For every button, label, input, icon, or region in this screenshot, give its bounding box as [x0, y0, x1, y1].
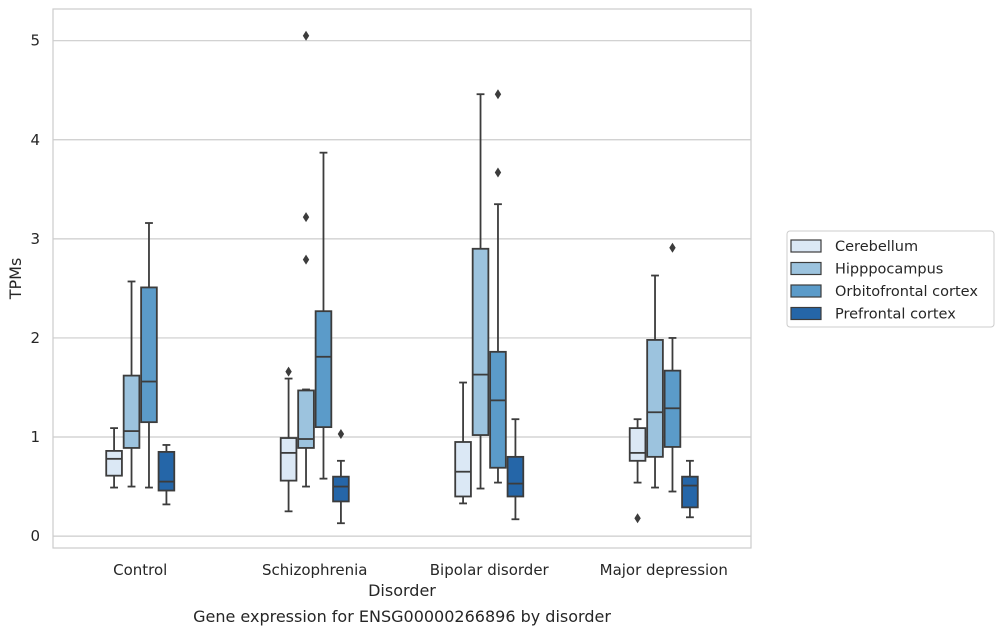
- legend-label: Cerebellum: [835, 239, 918, 255]
- box-3-0: [628, 418, 647, 524]
- box-0-2: [140, 222, 158, 489]
- box-1-0: [279, 366, 298, 513]
- y-axis-ticks: 0 1 2 3 4 5: [30, 32, 40, 545]
- box-iqr: [157, 450, 176, 492]
- outlier-point: [669, 242, 676, 253]
- outlier-point: [302, 212, 310, 223]
- box-iqr: [314, 310, 333, 429]
- box-iqr: [105, 450, 123, 477]
- y-tick-label: 0: [30, 527, 40, 545]
- x-tick-label: Major depression: [600, 561, 728, 579]
- legend-label: Prefrontal cortex: [835, 307, 956, 323]
- x-tick-label: Bipolar disorder: [430, 561, 550, 579]
- outlier-point: [634, 513, 641, 524]
- box-2-2: [489, 89, 507, 484]
- box-2-3: [506, 418, 525, 521]
- box-iqr: [628, 427, 647, 462]
- box-1-2: [314, 151, 333, 480]
- outlier-point: [302, 254, 310, 265]
- legend-label: Hipppocampus: [835, 262, 943, 278]
- legend-item: Orbitofrontal cortex: [790, 284, 978, 300]
- legend-swatch: [790, 239, 822, 253]
- box-iqr: [332, 475, 350, 503]
- boxes-layer: [105, 30, 699, 525]
- box-0-1: [122, 280, 141, 488]
- legend-swatch: [790, 284, 822, 298]
- box-2-1: [471, 93, 490, 490]
- box-iqr: [279, 437, 298, 482]
- y-tick-label: 3: [30, 230, 40, 248]
- box-0-3: [157, 444, 176, 506]
- x-tick-label: Schizophrenia: [262, 561, 367, 579]
- x-axis-ticks: Control Schizophrenia Bipolar disorder Majo…: [113, 561, 728, 579]
- box-iqr: [122, 374, 141, 449]
- box-iqr: [681, 475, 699, 509]
- legend-item: Prefrontal cortex: [790, 306, 956, 323]
- legend-label: Orbitofrontal cortex: [835, 284, 978, 300]
- legend-swatch: [790, 306, 822, 321]
- outlier-point: [494, 167, 502, 178]
- legend-frame: [786, 230, 995, 328]
- box-iqr: [506, 455, 525, 498]
- box-1-3: [332, 429, 350, 525]
- outlier-point: [494, 89, 502, 100]
- legend-swatch: [790, 261, 822, 276]
- outlier-point: [337, 429, 345, 440]
- box-iqr: [297, 389, 315, 449]
- box-iqr: [454, 441, 472, 498]
- box-3-2: [663, 242, 682, 493]
- y-tick-label: 1: [30, 428, 40, 446]
- box-iqr: [140, 286, 158, 424]
- y-tick-label: 2: [30, 329, 40, 347]
- box-iqr: [489, 350, 507, 469]
- box-3-3: [681, 459, 699, 519]
- y-tick-label: 5: [30, 32, 40, 50]
- outlier-point: [302, 30, 310, 41]
- y-tick-label: 4: [30, 131, 40, 149]
- chart-caption: Gene expression for ENSG00000266896 by d…: [193, 607, 611, 626]
- legend: Cerebellum Hipppocampus Orbitofrontal cort…: [786, 230, 995, 328]
- x-tick-label: Control: [113, 561, 167, 579]
- legend-item: Cerebellum: [790, 239, 918, 255]
- x-axis-label: Disorder: [368, 581, 436, 600]
- legend-item: Hipppocampus: [790, 261, 943, 278]
- box-iqr: [646, 339, 664, 458]
- box-0-0: [105, 427, 123, 489]
- box-1-1: [297, 30, 315, 488]
- box-3-1: [646, 274, 664, 489]
- outlier-point: [285, 366, 292, 377]
- box-2-0: [454, 381, 472, 505]
- y-axis-label: TPMs: [6, 258, 25, 301]
- box-iqr: [471, 247, 490, 436]
